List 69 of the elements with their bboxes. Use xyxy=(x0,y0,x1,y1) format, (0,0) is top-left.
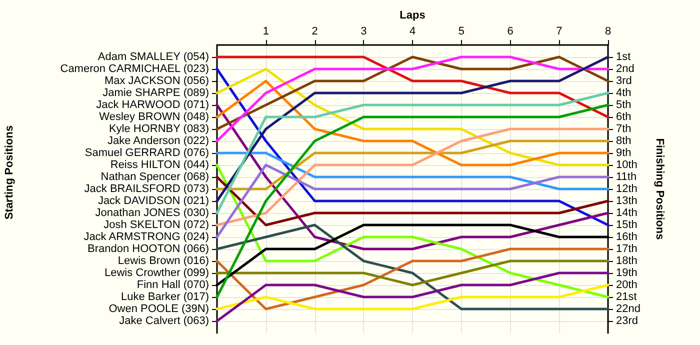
x-tick-label: 4 xyxy=(409,26,416,38)
text: Jamie SHARPE (089) xyxy=(102,87,209,99)
text: Jack BRAILSFORD (073) xyxy=(84,183,209,195)
x-tick-label: 7 xyxy=(556,26,562,38)
line-series xyxy=(216,104,610,298)
y-tick-label: 22nd xyxy=(616,303,640,315)
x-tick-label: 3 xyxy=(360,26,367,38)
y-tick-label: 4th xyxy=(616,87,632,99)
text: Wesley BROWN (048) xyxy=(99,111,209,123)
x-axis-title: Laps xyxy=(400,10,426,22)
x-tick-label: 1 xyxy=(262,26,269,38)
y-tick-label: 7th xyxy=(616,123,632,135)
line-series xyxy=(216,128,610,226)
text: Cameron CARMICHAEL (023) xyxy=(60,63,209,75)
text: Jonathan JONES (030) xyxy=(95,207,209,219)
text: Lewis Crowther (099) xyxy=(104,267,209,279)
text: Josh SKELTON (072) xyxy=(104,219,209,231)
line-series xyxy=(216,224,610,310)
x-tick-label: 2 xyxy=(312,26,318,38)
text: Jake Anderson (022) xyxy=(107,135,209,147)
x-tick-label: 5 xyxy=(458,26,464,38)
text: Starting Positions xyxy=(4,125,16,220)
text: Lewis Brown (016) xyxy=(118,255,209,267)
text: Luke Barker (017) xyxy=(120,291,209,303)
y-tick-label: 3rd xyxy=(616,75,632,87)
y-tick-label: 20th xyxy=(616,279,638,291)
y-tick-label: 17th xyxy=(616,243,638,255)
y-tick-label: 21st xyxy=(616,291,637,303)
text: Jake Calvert (063) xyxy=(119,315,209,327)
line-series xyxy=(216,56,610,202)
x-tick-label: 6 xyxy=(507,26,514,38)
y-tick-label: 14th xyxy=(616,207,638,219)
line-series xyxy=(216,68,610,226)
text: Nathan Spencer (068) xyxy=(100,171,209,183)
y-tick-label: 15th xyxy=(616,219,638,231)
y-tick-label: 10th xyxy=(616,159,638,171)
text: Jack DAVIDSON (021) xyxy=(98,195,209,207)
y-tick-label: 8th xyxy=(616,135,632,147)
line-series xyxy=(216,56,610,118)
y-tick-label: 1st xyxy=(616,51,631,63)
text: Brandon HOOTON (066) xyxy=(88,243,209,255)
y-tick-label: 9th xyxy=(616,147,632,159)
line-series xyxy=(216,272,610,322)
y-tick-label: 16th xyxy=(616,231,638,243)
text: Adam SMALLEY (054) xyxy=(98,51,209,63)
line-series xyxy=(216,164,610,298)
text: Owen POOLE (39N) xyxy=(108,303,209,315)
line-series xyxy=(216,248,610,310)
text: Max JACKSON (056) xyxy=(104,75,209,87)
y-tick-label: 12th xyxy=(616,183,638,195)
text: Jack HARWOOD (071) xyxy=(96,99,209,111)
text: Finn Hall (070) xyxy=(136,279,209,291)
y-tick-label: 6th xyxy=(616,111,632,123)
y-axis-title: Finishing Positions xyxy=(654,138,666,240)
y-tick-label: 23rd xyxy=(616,315,638,327)
text: Samuel GERRARD (076) xyxy=(84,147,209,159)
y-tick-label: 13th xyxy=(616,195,638,207)
text: Reiss HILTON (044) xyxy=(110,159,209,171)
x-tick-label: 8 xyxy=(604,26,612,38)
y-tick-label: 11th xyxy=(616,171,637,183)
y-tick-label: 19th xyxy=(616,267,638,279)
y-tick-label: 5th xyxy=(616,99,632,111)
line-series xyxy=(216,176,610,226)
line-series xyxy=(216,92,610,214)
y-tick-label: 2nd xyxy=(616,63,634,75)
y-tick-label: 18th xyxy=(616,255,638,267)
text: Jack ARMSTRONG (024) xyxy=(84,231,209,243)
line-series xyxy=(216,164,610,238)
text: Kyle HORNBY (083) xyxy=(108,123,209,135)
